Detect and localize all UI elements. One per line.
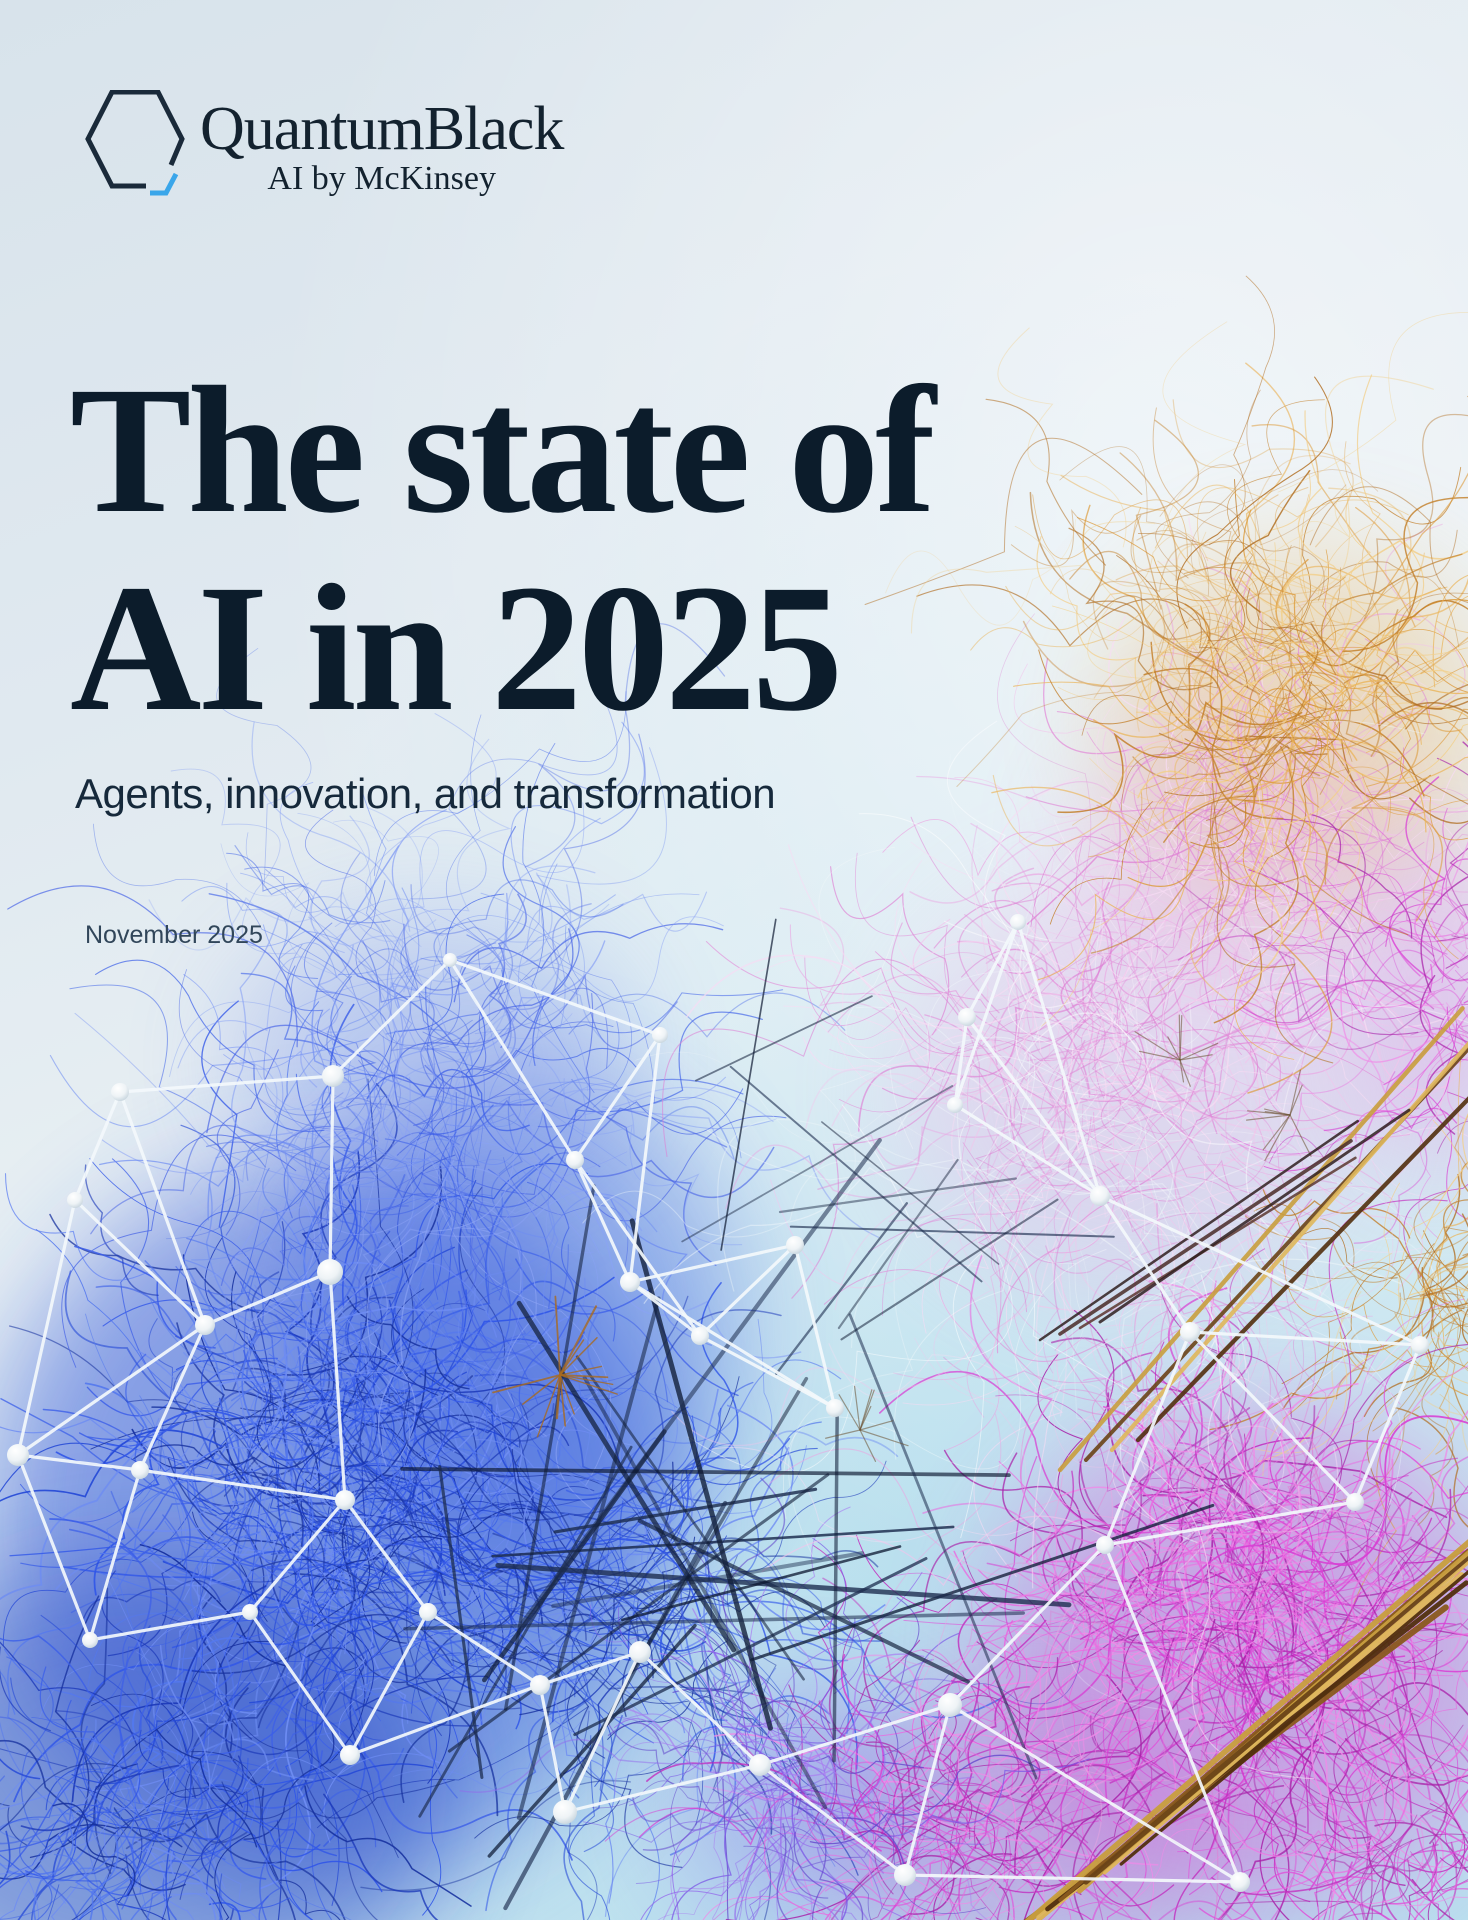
logo-byline: AI by McKinsey [267, 160, 496, 197]
logo-text-block: QuantumBlack AI by McKinsey [200, 90, 564, 198]
hexagon-logo-icon [85, 90, 185, 196]
cover-subtitle: Agents, innovation, and transformation [75, 770, 776, 817]
cover-title: The state of AI in 2025 [70, 350, 936, 750]
publication-date: November 2025 [85, 921, 263, 949]
title-line-1: The state of [70, 350, 936, 551]
quantumblack-logo: QuantumBlack AI by McKinsey [84, 90, 564, 202]
title-line-2: AI in 2025 [70, 548, 843, 750]
logo-wordmark: QuantumBlack [200, 95, 564, 163]
